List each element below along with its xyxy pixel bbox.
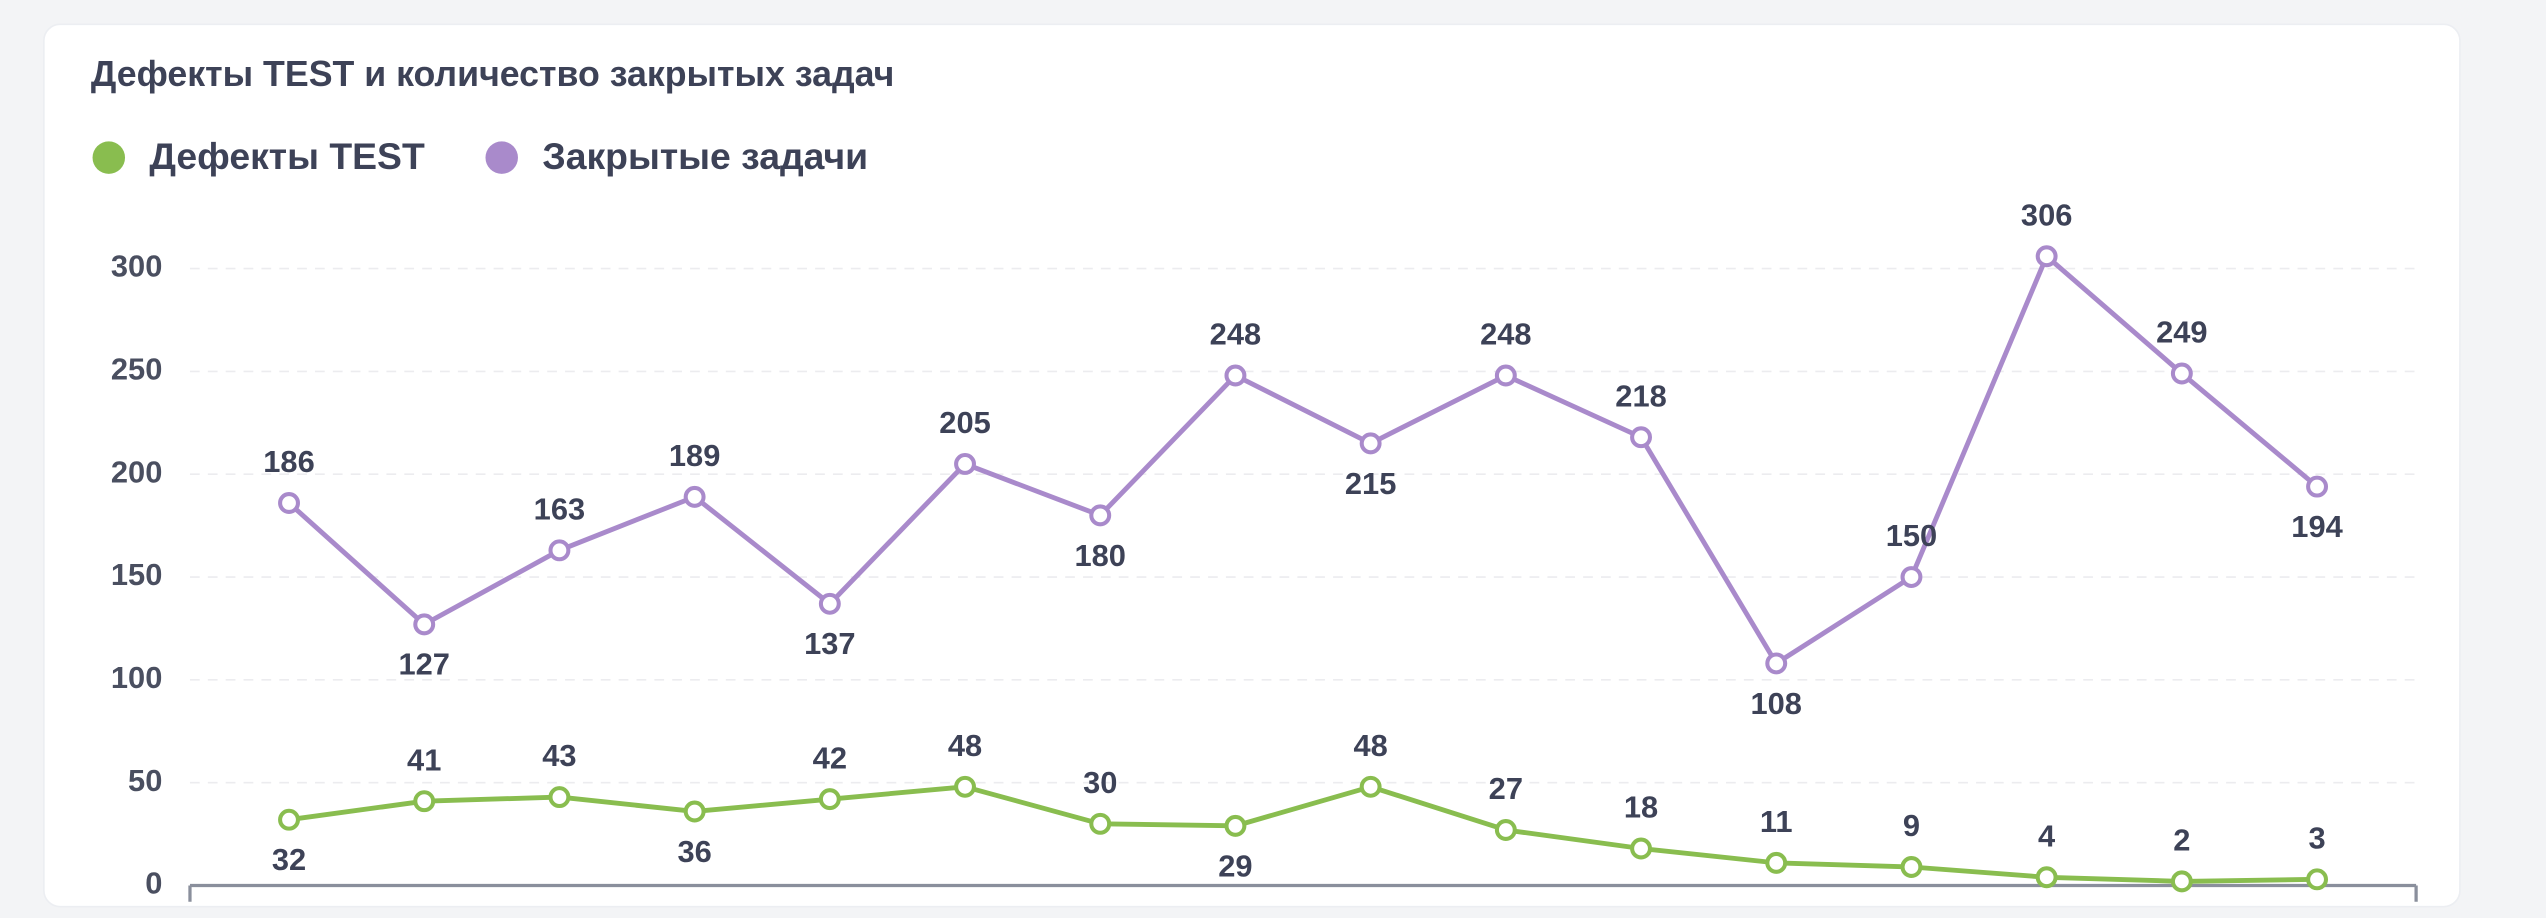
- series-line: [288, 784, 2318, 884]
- data-point: [1900, 566, 1923, 589]
- legend-marker: [92, 141, 126, 174]
- data-label: 4: [2038, 818, 2055, 853]
- data-point: [278, 808, 300, 831]
- data-label: 248: [1210, 317, 1261, 352]
- data-label: 205: [939, 405, 990, 440]
- data-point: [413, 613, 436, 636]
- data-point: [1359, 775, 1382, 798]
- data-point: [1359, 432, 1382, 455]
- data-point: [1765, 652, 1788, 675]
- data-label: 306: [2021, 197, 2072, 232]
- data-label: 11: [1760, 804, 1793, 839]
- data-label: 36: [677, 834, 711, 869]
- data-label: 150: [1886, 518, 1937, 553]
- data-label: 194: [2291, 509, 2342, 544]
- data-label: 248: [1480, 317, 1531, 352]
- data-label: 9: [1903, 808, 1920, 843]
- data-label: 48: [1353, 728, 1387, 763]
- y-tick-label: 50: [128, 763, 162, 798]
- legend-label: Закрытые задачи: [542, 135, 868, 177]
- data-point: [818, 788, 841, 811]
- data-point: [278, 492, 300, 514]
- data-label: 189: [669, 438, 720, 473]
- data-point: [548, 786, 571, 809]
- data-point: [1494, 364, 1517, 387]
- data-label: 180: [1074, 538, 1125, 573]
- y-tick-label: 200: [111, 454, 162, 489]
- data-label: 127: [398, 647, 449, 682]
- y-tick-label: 0: [145, 866, 162, 901]
- y-tick-label: 250: [111, 352, 162, 387]
- data-label: 249: [2156, 315, 2207, 350]
- data-point: [1630, 837, 1653, 860]
- data-point: [1494, 819, 1517, 841]
- chart-title: Дефекты TEST и количество закрытых задач: [91, 54, 894, 94]
- data-label: 215: [1345, 466, 1396, 501]
- data-point: [1089, 504, 1112, 527]
- data-label: 41: [407, 742, 441, 777]
- data-label: 30: [1083, 765, 1117, 800]
- y-tick-label: 150: [111, 557, 162, 592]
- data-point: [2306, 475, 2329, 498]
- data-point: [1089, 812, 1112, 835]
- data-point: [413, 790, 436, 813]
- data-point: [683, 485, 706, 508]
- legend-marker: [485, 141, 518, 174]
- data-point: [2035, 866, 2058, 889]
- data-point: [548, 539, 571, 562]
- data-point: [954, 775, 976, 798]
- data-point: [2035, 245, 2058, 268]
- data-point: [2170, 870, 2193, 893]
- data-point: [1630, 426, 1653, 449]
- data-label: 42: [813, 740, 847, 775]
- data-label: 3: [2308, 820, 2325, 855]
- data-point: [818, 592, 841, 615]
- data-point: [2170, 362, 2193, 385]
- data-label: 43: [542, 738, 576, 773]
- data-label: 48: [948, 728, 982, 763]
- data-label: 108: [1751, 686, 1802, 721]
- data-point: [954, 452, 976, 475]
- data-label: 32: [272, 842, 306, 877]
- data-point: [1765, 851, 1788, 874]
- data-point: [1224, 364, 1247, 387]
- data-label: 18: [1624, 790, 1658, 825]
- y-tick-label: 300: [111, 249, 162, 284]
- data-point: [683, 800, 706, 823]
- data-label: 218: [1615, 378, 1666, 413]
- data-label: 186: [263, 444, 314, 479]
- data-label: 2: [2173, 823, 2190, 858]
- data-point: [1900, 856, 1923, 878]
- y-tick-label: 100: [111, 660, 162, 695]
- data-label: 27: [1489, 771, 1523, 806]
- data-label: 163: [534, 491, 585, 526]
- data-label: 137: [804, 626, 855, 661]
- data-point: [2306, 868, 2329, 891]
- series-line: [287, 253, 2319, 666]
- card: [43, 23, 2461, 908]
- data-point: [1224, 814, 1247, 837]
- data-label: 29: [1218, 848, 1252, 883]
- legend-label: Дефекты TEST: [149, 135, 425, 177]
